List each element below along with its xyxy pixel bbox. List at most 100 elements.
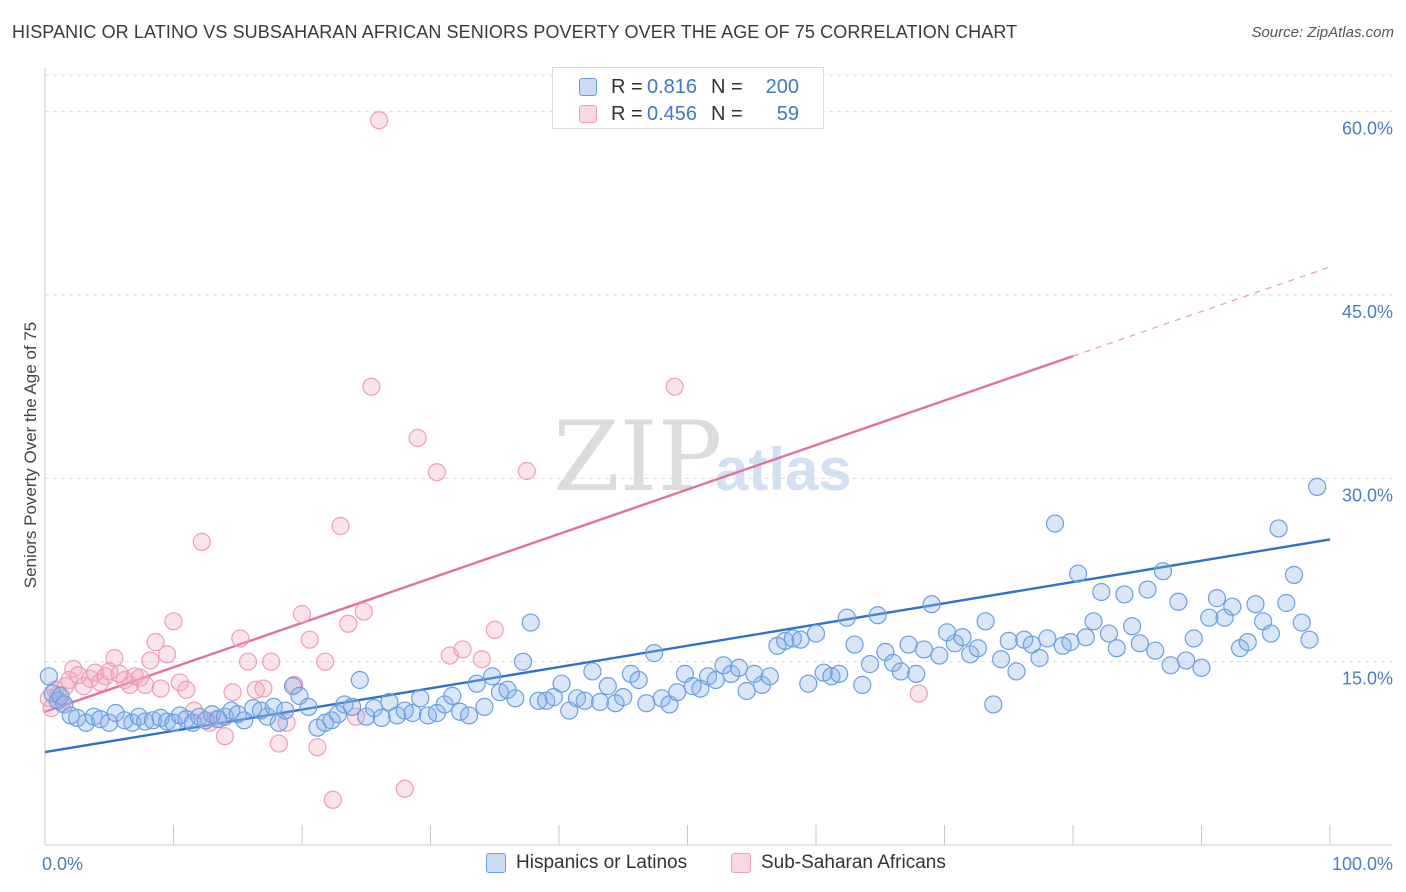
data-point-hispanic [1292,613,1311,632]
data-point-hispanic [930,646,949,665]
data-point-hispanic [891,662,910,681]
data-point-hispanic [1107,639,1126,658]
data-point-hispanic [1069,564,1088,583]
data-point-hispanic [953,628,972,647]
data-point-subsaharan [105,648,124,668]
data-point-hispanic [1169,592,1188,611]
data-point-subsaharan [362,377,381,396]
data-point-subsaharan [292,604,312,624]
data-point-hispanic [1022,635,1041,654]
data-point-hispanic [860,655,880,674]
data-point-hispanic [343,697,362,716]
data-point-hispanic [258,707,277,726]
data-point-hispanic [914,640,934,659]
chart-title: HISPANIC OR LATINO VS SUBSAHARAN AFRICAN… [12,22,1018,42]
axis-layer: 15.0% 30.0% 45.0% 60.0% 0.0% 100.0% [42,68,1393,874]
data-point-subsaharan [370,111,389,130]
data-point-hispanic [299,697,318,716]
data-point-hispanic [984,695,1003,714]
legend-label-hispanics: Hispanics or Latinos [516,852,688,873]
x-tick-label: 100.0% [1332,854,1393,874]
data-point-hispanic [575,691,594,710]
data-point-subsaharan [215,727,234,746]
data-point-hispanic [837,608,856,627]
data-point-hispanic [1277,593,1296,613]
data-point-hispanic [1269,519,1288,538]
data-point-hispanic [614,688,633,707]
data-point-subsaharan [120,675,139,694]
data-point-hispanic [1038,629,1057,648]
legend-n-value: 200 [765,76,799,98]
data-point-hispanic [845,635,864,654]
data-point-hispanic [1308,477,1327,496]
data-point-subsaharan [223,683,242,702]
data-point-subsaharan [472,650,491,669]
data-point-subsaharan [323,790,342,809]
data-point-subsaharan [453,640,472,659]
data-point-hispanic [644,644,664,663]
chart-source: Source: ZipAtlas.com [1251,24,1394,41]
data-point-hispanic [521,613,540,632]
correlation-legend: R = 0.816 N = 200 R = 0.456 N = 59 [552,67,824,129]
data-point-hispanic [783,629,802,648]
points-layer [39,111,1327,809]
data-point-subsaharan [262,652,281,671]
data-point-hispanic [1300,630,1319,649]
data-point-subsaharan [136,675,155,694]
data-point-hispanic [450,702,470,721]
legend-label-subsaharan: Sub-Saharan Africans [761,852,946,873]
data-point-hispanic [853,675,872,694]
data-point-subsaharan [316,652,335,671]
data-point-subsaharan [300,630,319,649]
y-tick-label: 45.0% [1342,302,1393,322]
data-point-hispanic [1146,641,1165,660]
data-point-hispanic [706,670,725,690]
data-point-hispanic [598,677,617,696]
data-point-hispanic [475,697,494,716]
data-point-hispanic [1238,633,1257,652]
data-point-hispanic [100,713,119,732]
trend-line-subsaharan [44,354,1074,713]
data-point-hispanic [999,631,1018,650]
legend-swatch-blue [579,78,597,96]
data-point-subsaharan [164,612,183,631]
data-point-subsaharan [427,463,447,482]
data-point-hispanic [976,612,995,631]
legend-row-subsaharan: R = 0.456 N = 59 [553,101,823,127]
data-point-subsaharan [141,651,160,670]
data-point-hispanic [39,667,58,686]
data-point-hispanic [443,686,462,705]
data-point-subsaharan [254,679,273,698]
data-point-hispanic [1207,589,1227,608]
data-point-hispanic [899,635,918,654]
legend-n-label: N = [711,76,743,98]
data-point-subsaharan [354,602,373,621]
data-point-hispanic [1123,617,1142,636]
data-point-subsaharan [395,779,414,798]
data-point-hispanic [552,674,571,693]
grid-layer [45,74,1392,663]
data-point-hispanic [235,711,254,730]
data-point-hispanic [380,692,399,712]
data-point-hispanic [283,677,303,696]
data-point-hispanic [907,664,926,683]
data-point-hispanic [136,712,155,731]
data-point-subsaharan [285,675,304,694]
data-point-hispanic [629,670,648,690]
data-point-hispanic [1084,612,1103,631]
data-point-hispanic [830,664,849,683]
series-legend: Hispanics or Latinos Sub-Saharan African… [0,852,1406,878]
watermark-zip: ZIP [553,401,722,513]
data-point-subsaharan [665,377,684,396]
data-point-subsaharan [346,707,366,726]
data-point-hispanic [1007,662,1026,681]
data-point-subsaharan [231,629,250,648]
data-point-subsaharan [146,633,165,652]
data-point-hispanic [922,595,941,614]
data-point-hispanic [1092,582,1111,602]
data-point-hispanic [1138,580,1157,599]
x-tick-label: 0.0% [42,854,83,874]
data-point-subsaharan [115,670,134,690]
data-point-hispanic [411,689,430,708]
data-point-hispanic [364,699,384,718]
